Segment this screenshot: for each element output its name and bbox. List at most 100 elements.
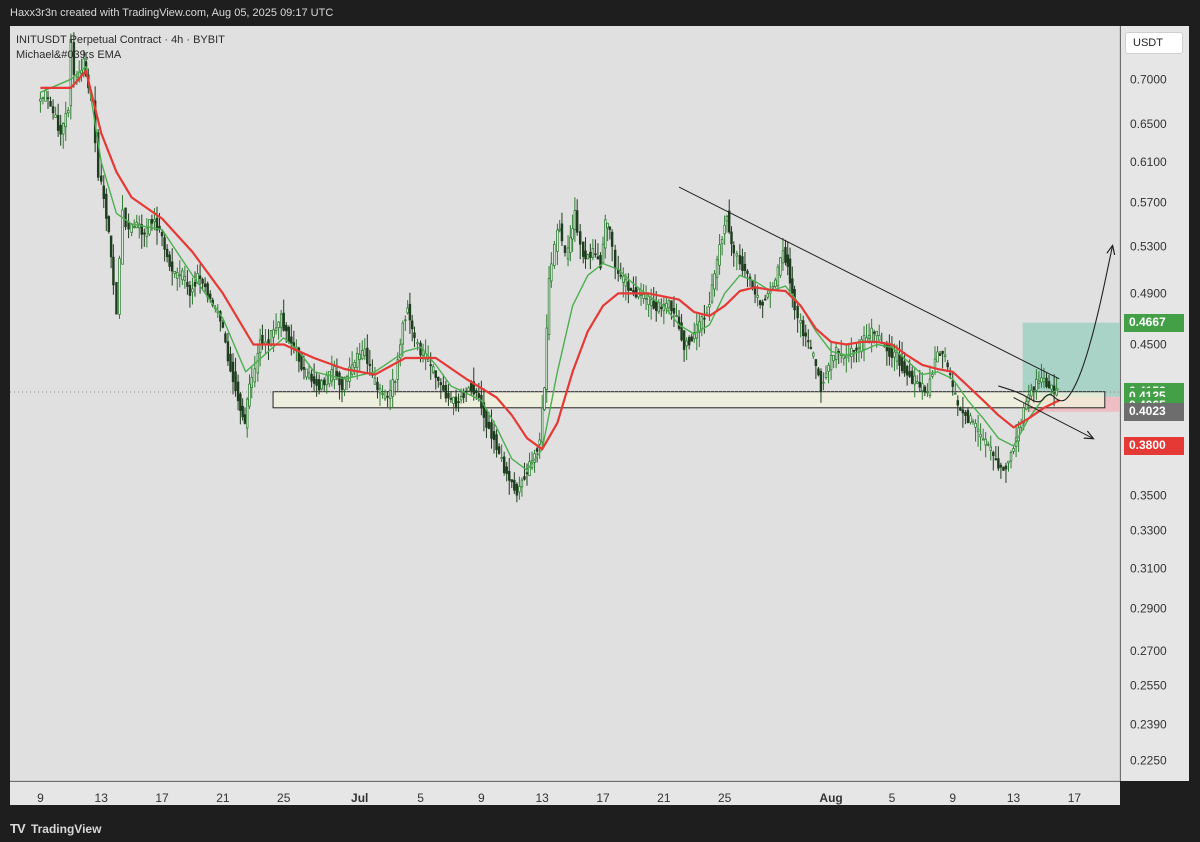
price-tag-value: 0.3800 [1129,438,1166,453]
candle-body [312,376,316,384]
candle-body [279,313,283,328]
y-tick-label: 0.4500 [1130,338,1167,352]
candle-body [410,320,414,330]
candle-body [857,346,861,350]
candle-body [381,393,384,395]
y-tick-label: 0.2900 [1130,601,1167,615]
candle-body [647,296,650,306]
candle-body [582,241,585,257]
x-tick-label: 13 [536,791,550,805]
candle-body [112,256,115,286]
candle-body [396,359,399,380]
candle-body [348,366,351,382]
candle-body [107,216,111,233]
candle-body [269,330,273,346]
candle-body [981,438,985,441]
candle-body [660,306,663,310]
candle-body [928,378,932,396]
candle-body [245,398,249,429]
candle-body [44,90,47,102]
candle-body [908,371,911,377]
candle-body [426,358,430,362]
candle-body [566,247,570,260]
candle-body [525,472,529,475]
candle-body [315,379,318,386]
candle-body [320,380,323,390]
candle-body [297,347,301,362]
candle-body [256,353,260,374]
candle-body [59,124,62,135]
time-axis [10,782,1120,805]
candle-body [560,223,564,242]
candle-body [226,341,230,362]
candle-body [672,307,676,314]
tradingview-logo[interactable]: TV TradingView [10,821,101,836]
x-tick-label: 21 [657,791,671,805]
candle-body [703,317,706,320]
candle-body [355,352,359,368]
candle-body [817,368,820,376]
candle-body [472,381,475,395]
tradingview-brand: TradingView [30,822,102,836]
y-tick-label: 0.4900 [1130,286,1167,300]
candle-body [791,278,794,294]
candle-body [718,244,721,266]
candle-body [905,365,909,376]
candle-body [842,354,845,359]
candle-body [323,379,326,386]
candle-body [670,300,673,312]
candle-body [105,193,108,219]
candle-body [353,362,356,368]
candle-body [578,231,582,245]
candle-body [155,217,159,231]
candle-body [160,232,164,237]
candle-body [657,301,660,313]
candle-body [459,396,463,401]
candle-body [946,362,949,368]
candle-body [333,366,336,380]
candle-body [163,237,166,250]
candle-body [325,374,329,386]
candle-body [556,229,559,252]
candle-body [274,327,278,331]
candle-body [153,219,156,222]
candle-body [173,270,176,274]
candle-body [150,219,154,224]
candle-body [675,315,678,317]
candle-body [444,385,448,399]
candle-body [624,279,628,287]
candle-body [832,354,835,362]
candle-body [208,293,212,300]
candle-body [143,232,146,235]
candle-body [766,293,769,298]
candle-body [543,387,546,411]
candle-body [462,391,465,398]
price-chart[interactable]: 0.75000.70000.65000.61000.57000.53000.49… [0,26,1200,816]
candle-body [941,350,944,354]
candle-body [708,304,711,308]
candle-body [974,422,977,428]
candle-body [885,344,889,352]
candle-body [898,353,901,366]
candle-body [1050,384,1053,390]
price-tag-value: 0.4667 [1129,314,1166,329]
candle-body [553,243,556,266]
candle-body [258,339,262,354]
candle-body [774,279,777,287]
candle-body [502,456,506,474]
candle-body [429,364,432,367]
candle-body [181,270,184,281]
candle-body [992,451,995,457]
candle-body [690,336,693,342]
candle-body [307,372,311,379]
candle-body [477,393,481,398]
y-tick-label: 0.6500 [1130,117,1167,131]
candle-body [1032,386,1036,391]
candle-body [513,479,516,491]
candle-body [878,335,881,341]
tradingview-logo-icon: TV [10,821,26,836]
candle-body [872,331,876,334]
currency-button[interactable]: USDT [1125,32,1183,54]
candle-body [779,257,782,276]
candle-body [999,464,1003,468]
